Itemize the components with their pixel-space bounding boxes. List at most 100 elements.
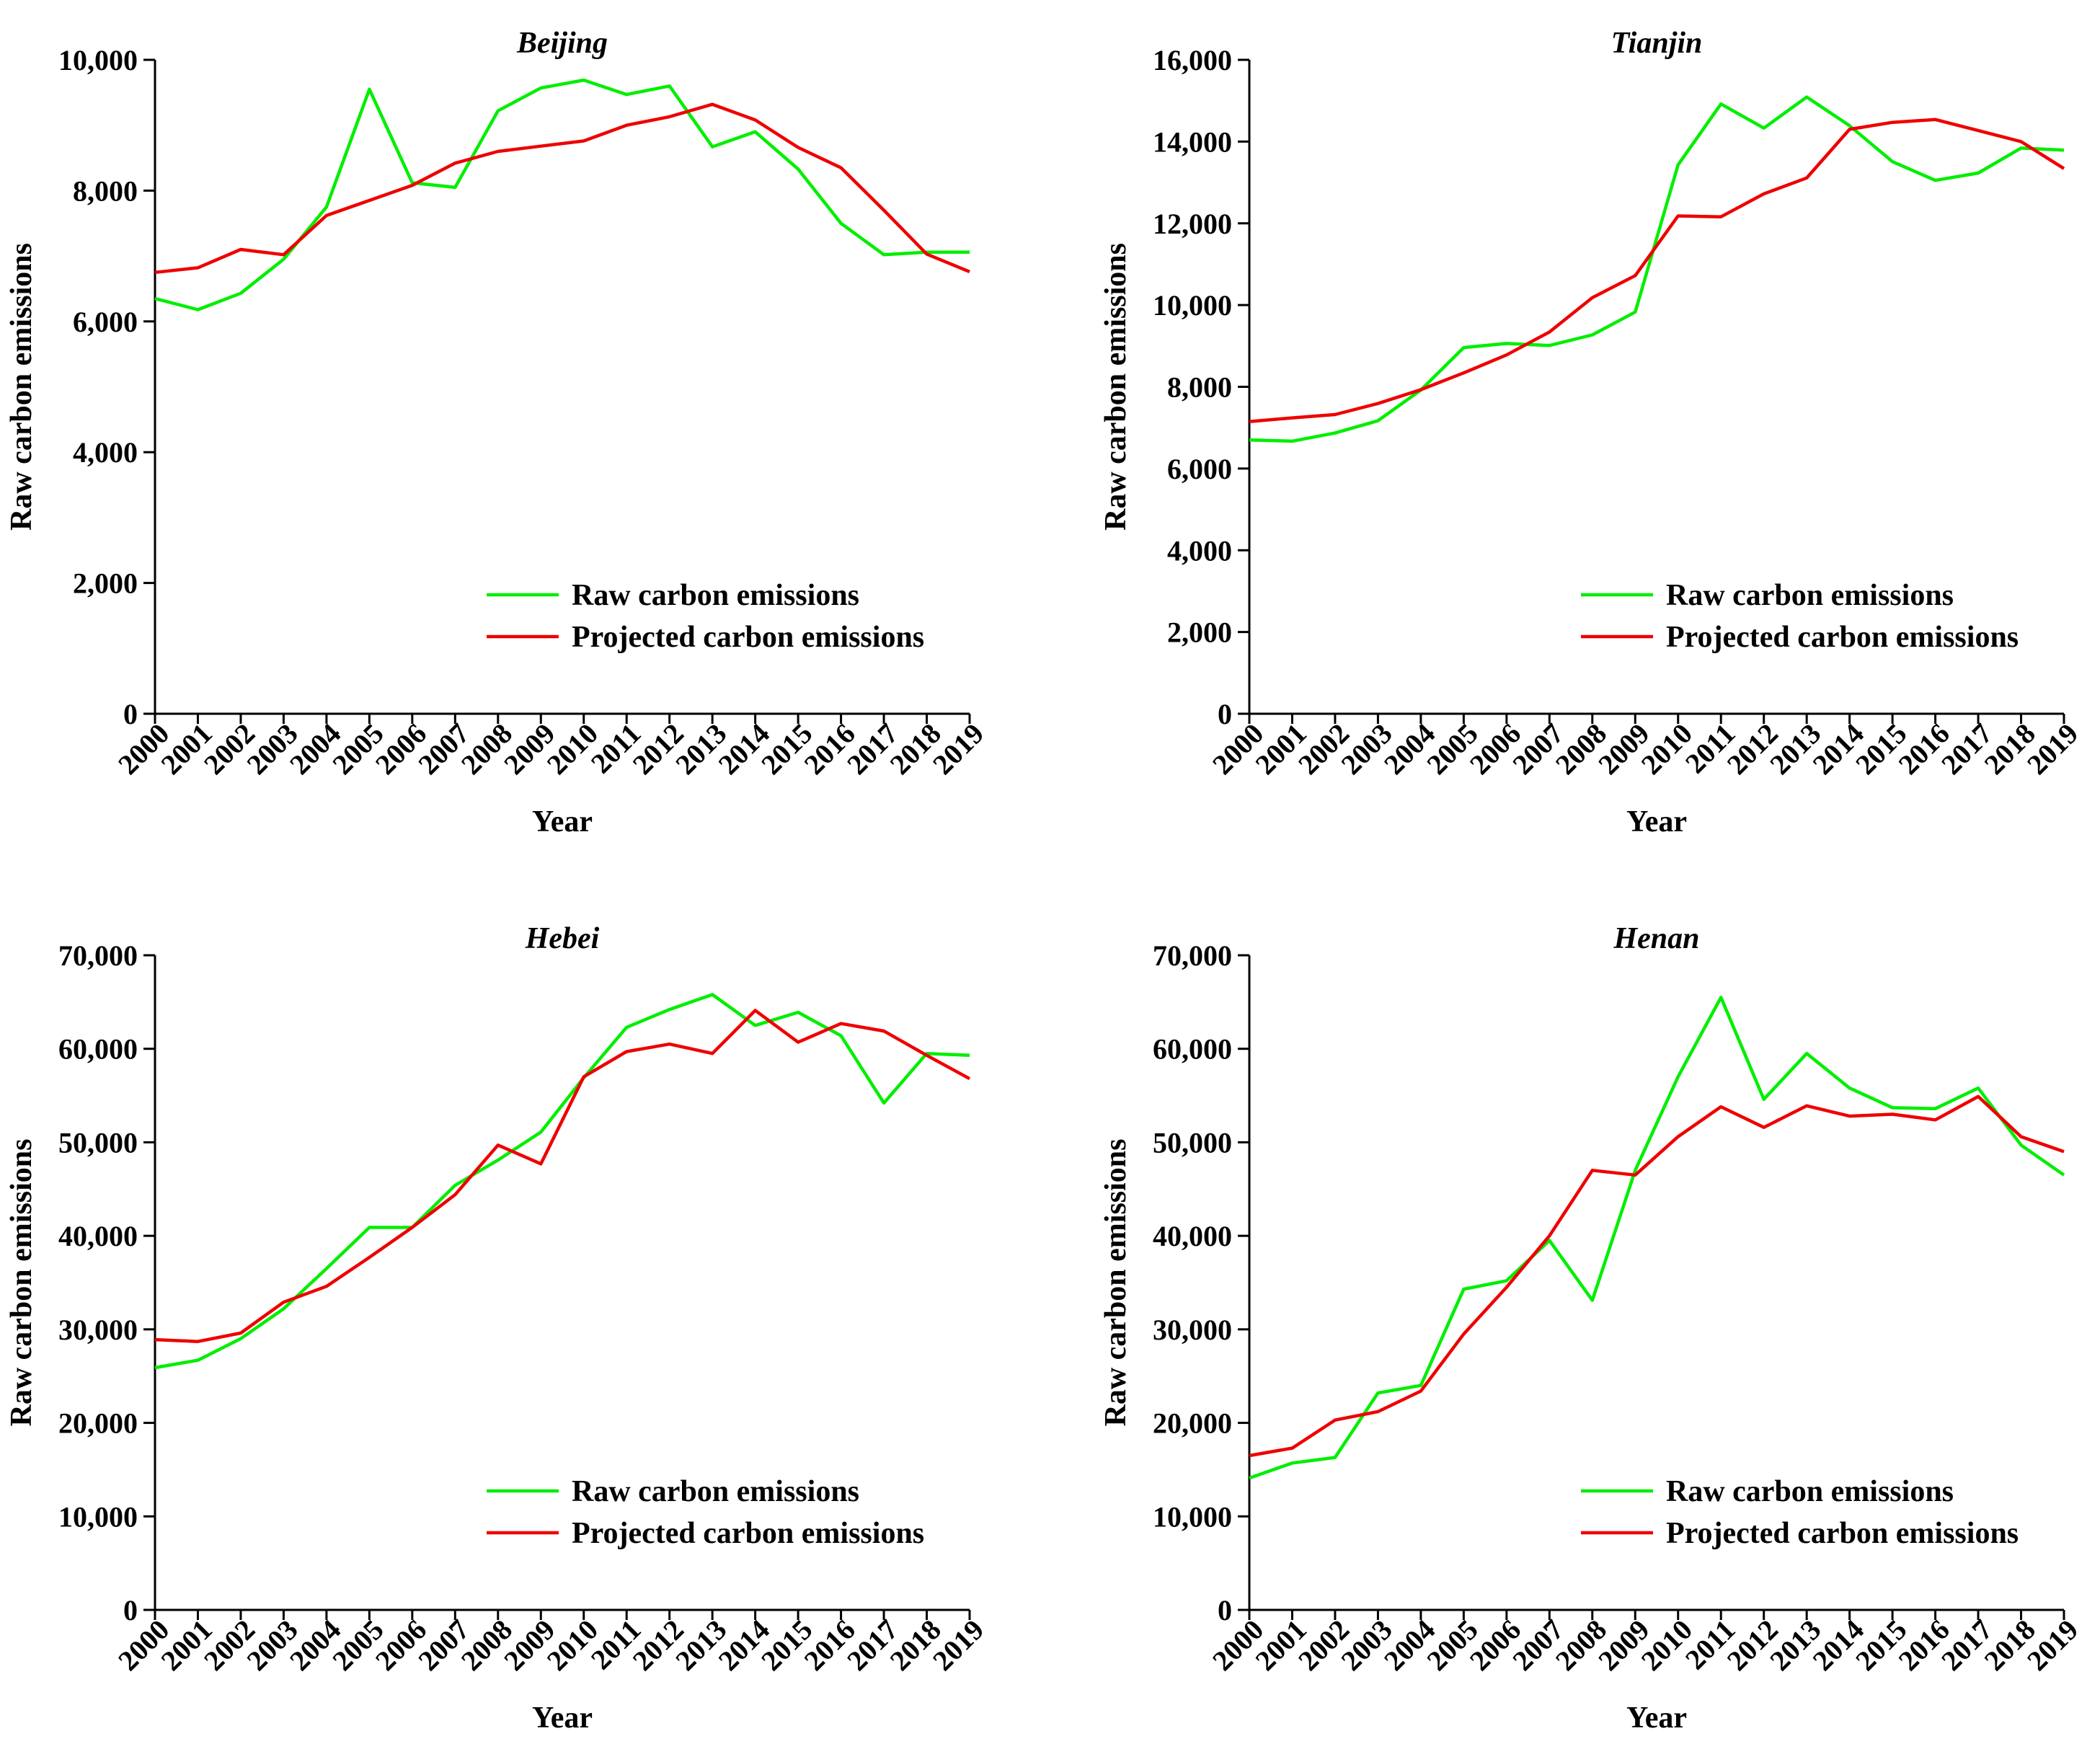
data-point xyxy=(1334,1456,1337,1459)
data-point xyxy=(668,84,671,87)
data-point xyxy=(1848,1115,1851,1117)
y-tick-label: 10,000 xyxy=(58,1500,138,1533)
data-point xyxy=(1505,1285,1508,1288)
data-point xyxy=(1763,192,1765,195)
data-point xyxy=(1248,1454,1251,1457)
series-line-raw xyxy=(154,993,970,1370)
data-point xyxy=(1376,402,1379,405)
data-point xyxy=(1805,177,1808,180)
data-point xyxy=(840,1035,843,1037)
y-tick-label: 70,000 xyxy=(1153,939,1232,972)
y-tick-label: 60,000 xyxy=(1153,1033,1232,1066)
data-point xyxy=(1677,164,1680,167)
data-point xyxy=(1462,371,1465,374)
data-point xyxy=(1290,1447,1293,1450)
y-tick-label: 16,000 xyxy=(1153,44,1232,76)
data-point xyxy=(1763,127,1765,130)
data-point xyxy=(582,1076,585,1079)
x-tick-label: 2019 xyxy=(2021,717,2084,781)
data-point xyxy=(1419,1384,1422,1387)
data-point xyxy=(1977,129,1980,132)
data-point xyxy=(325,214,328,217)
data-point xyxy=(1548,1234,1551,1237)
data-point xyxy=(1977,172,1980,174)
data-point xyxy=(368,1226,371,1229)
data-point xyxy=(196,266,199,269)
data-point xyxy=(968,270,971,273)
data-point xyxy=(840,1022,843,1025)
data-point xyxy=(1634,1174,1636,1177)
data-point xyxy=(882,1030,885,1032)
data-point xyxy=(1719,1105,1722,1108)
data-point xyxy=(754,1024,757,1027)
data-point xyxy=(154,1338,156,1341)
data-point xyxy=(840,222,843,225)
series-line-projected xyxy=(154,102,970,275)
x-tick-label: 2019 xyxy=(2021,1614,2084,1677)
data-point xyxy=(239,248,242,251)
data-point xyxy=(968,1077,971,1080)
data-point xyxy=(1334,432,1337,435)
data-point xyxy=(1248,1477,1251,1479)
data-point xyxy=(1505,1279,1508,1282)
data-point xyxy=(1677,215,1680,218)
data-point xyxy=(539,145,542,148)
y-tick-label: 10,000 xyxy=(58,44,138,76)
data-point xyxy=(282,1301,285,1303)
data-point xyxy=(497,150,500,153)
data-point xyxy=(797,1041,799,1044)
data-point xyxy=(2063,167,2065,170)
data-point xyxy=(1677,1076,1680,1079)
data-point xyxy=(1891,160,1894,163)
y-tick-label: 0 xyxy=(123,1594,138,1626)
data-point xyxy=(1719,996,1722,999)
x-axis-title: Year xyxy=(1626,805,1687,838)
y-tick-label: 30,000 xyxy=(1153,1314,1232,1346)
y-tick-label: 6,000 xyxy=(1167,453,1232,485)
legend-label-raw: Raw carbon emissions xyxy=(1666,579,1954,612)
x-tick-label: 2019 xyxy=(926,1614,990,1677)
data-point xyxy=(2063,149,2065,151)
data-point xyxy=(1462,1332,1465,1335)
data-point xyxy=(625,124,628,127)
y-tick-label: 70,000 xyxy=(58,939,138,972)
legend-label-projected: Projected carbon emissions xyxy=(1666,1517,2019,1550)
data-point xyxy=(754,130,757,133)
data-point xyxy=(497,1143,500,1146)
data-point xyxy=(1505,353,1508,356)
data-point xyxy=(1805,1105,1808,1107)
data-point xyxy=(1934,1118,1937,1121)
data-point xyxy=(1891,1106,1894,1109)
data-point xyxy=(196,308,199,311)
data-point xyxy=(1763,1098,1765,1101)
data-point xyxy=(154,297,156,300)
data-point xyxy=(539,87,542,89)
data-point xyxy=(325,1285,328,1288)
y-tick-label: 30,000 xyxy=(58,1314,138,1346)
y-axis-title: Raw carbon emissions xyxy=(5,1138,38,1426)
data-point xyxy=(1634,274,1636,277)
data-point xyxy=(453,186,456,189)
data-point xyxy=(1977,1086,1980,1089)
y-tick-label: 40,000 xyxy=(1153,1220,1232,1252)
data-point xyxy=(625,1050,628,1053)
data-point xyxy=(711,146,714,149)
data-point xyxy=(2020,1136,2023,1138)
data-point xyxy=(840,167,843,169)
data-point xyxy=(1805,1052,1808,1055)
series-line-projected xyxy=(154,1009,971,1343)
data-point xyxy=(1677,1136,1680,1138)
data-point xyxy=(668,115,671,118)
data-point xyxy=(2020,140,2023,143)
data-point xyxy=(239,1337,242,1340)
data-point xyxy=(539,1162,542,1165)
data-point xyxy=(1419,388,1422,391)
data-point xyxy=(1462,346,1465,349)
data-point xyxy=(2020,1143,2023,1146)
data-point xyxy=(282,253,285,256)
x-axis-title: Year xyxy=(532,805,593,838)
data-point xyxy=(196,1340,199,1343)
data-point xyxy=(1505,342,1508,345)
data-point xyxy=(711,103,714,106)
